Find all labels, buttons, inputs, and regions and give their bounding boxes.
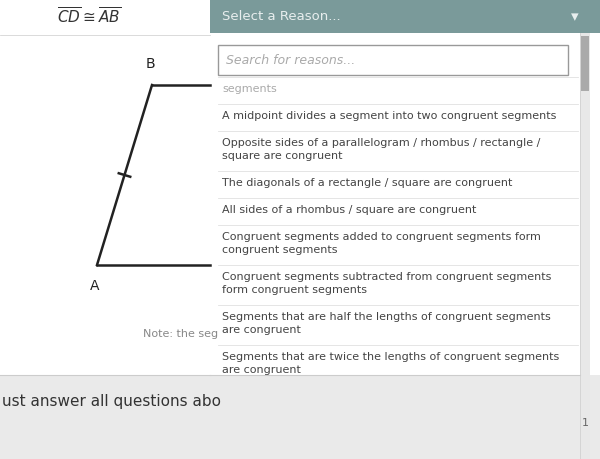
Text: ▾: ▾ bbox=[571, 9, 579, 24]
Bar bbox=[581, 36, 589, 91]
Text: Select a Reason...: Select a Reason... bbox=[222, 10, 341, 23]
Text: ust answer all questions abo: ust answer all questions abo bbox=[2, 394, 221, 409]
Text: All sides of a rhombus / square are congruent: All sides of a rhombus / square are cong… bbox=[222, 205, 476, 215]
Text: congruent segments: congruent segments bbox=[222, 245, 337, 255]
Text: Note: the seg: Note: the seg bbox=[143, 329, 218, 339]
Text: segments: segments bbox=[222, 84, 277, 94]
Text: are congruent: are congruent bbox=[222, 325, 301, 335]
Text: A: A bbox=[90, 279, 100, 293]
Text: Segments that are half the lengths of congruent segments: Segments that are half the lengths of co… bbox=[222, 312, 551, 322]
Text: Congruent segments added to congruent segments form: Congruent segments added to congruent se… bbox=[222, 232, 541, 242]
Text: square are congruent: square are congruent bbox=[222, 151, 343, 161]
Text: $\overline{CD} \cong \overline{AB}$: $\overline{CD} \cong \overline{AB}$ bbox=[57, 7, 121, 27]
Text: 1: 1 bbox=[581, 418, 589, 428]
Bar bbox=[580, 33, 590, 459]
Text: B: B bbox=[145, 57, 155, 71]
Bar bbox=[210, 0, 600, 33]
Text: Segments that are twice the lengths of congruent segments: Segments that are twice the lengths of c… bbox=[222, 352, 559, 362]
Bar bbox=[0, 375, 600, 459]
Bar bbox=[218, 45, 568, 75]
Text: are congruent: are congruent bbox=[222, 365, 301, 375]
Text: The diagonals of a rectangle / square are congruent: The diagonals of a rectangle / square ar… bbox=[222, 178, 512, 188]
Bar bbox=[0, 0, 210, 459]
Text: Opposite sides of a parallelogram / rhombus / rectangle /: Opposite sides of a parallelogram / rhom… bbox=[222, 138, 541, 148]
Text: Search for reasons...: Search for reasons... bbox=[226, 54, 355, 67]
Text: form congruent segments: form congruent segments bbox=[222, 285, 367, 295]
Text: Congruent segments subtracted from congruent segments: Congruent segments subtracted from congr… bbox=[222, 272, 551, 282]
Text: A midpoint divides a segment into two congruent segments: A midpoint divides a segment into two co… bbox=[222, 111, 556, 121]
